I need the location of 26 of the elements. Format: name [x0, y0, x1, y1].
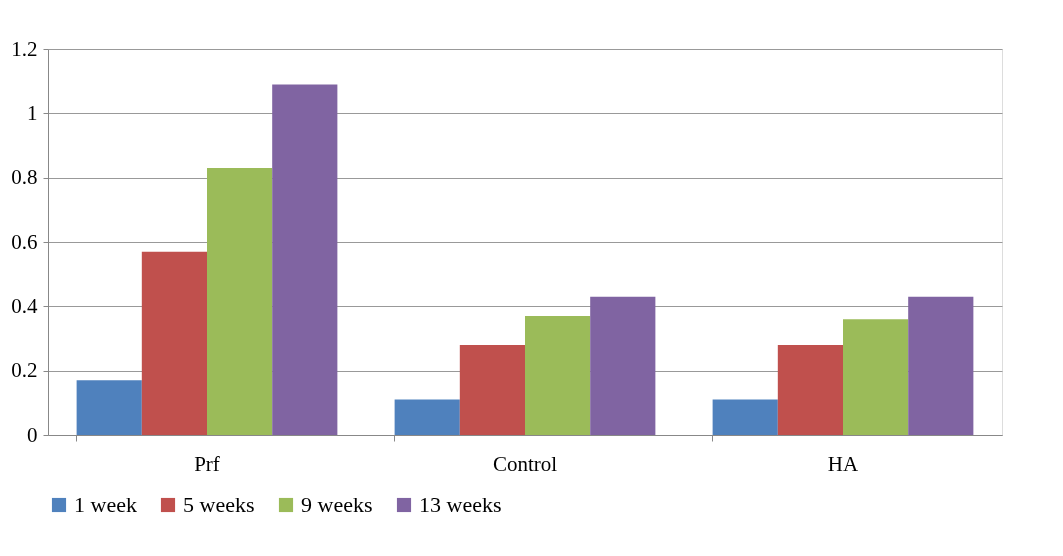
- bar: [459, 344, 525, 435]
- x-tick-label: Prf: [194, 451, 220, 476]
- bar: [76, 380, 142, 435]
- bar: [525, 315, 591, 435]
- x-tick-label: HA: [827, 451, 859, 476]
- bar: [908, 296, 974, 435]
- legend-label: 1 week: [74, 492, 137, 517]
- bar: [272, 84, 338, 435]
- y-tick-label: 1.2: [11, 36, 38, 61]
- bar: [843, 319, 909, 435]
- bar: [590, 296, 656, 435]
- bar: [141, 251, 207, 435]
- y-tick-label: 0.4: [11, 293, 38, 318]
- bar: [712, 399, 778, 435]
- legend-label: 9 weeks: [301, 492, 373, 517]
- y-tick-label: 0.8: [11, 165, 38, 190]
- y-tick-label: 1: [27, 100, 38, 125]
- bar: [777, 344, 843, 435]
- y-tick-label: 0.6: [11, 229, 38, 254]
- bar: [394, 399, 460, 435]
- bar: [207, 168, 273, 435]
- legend-label: 13 weeks: [419, 492, 502, 517]
- legend-label: 5 weeks: [183, 492, 255, 517]
- x-tick-label: Control: [492, 451, 558, 476]
- y-tick-label: 0: [27, 422, 38, 447]
- y-tick-label: 0.2: [11, 358, 38, 383]
